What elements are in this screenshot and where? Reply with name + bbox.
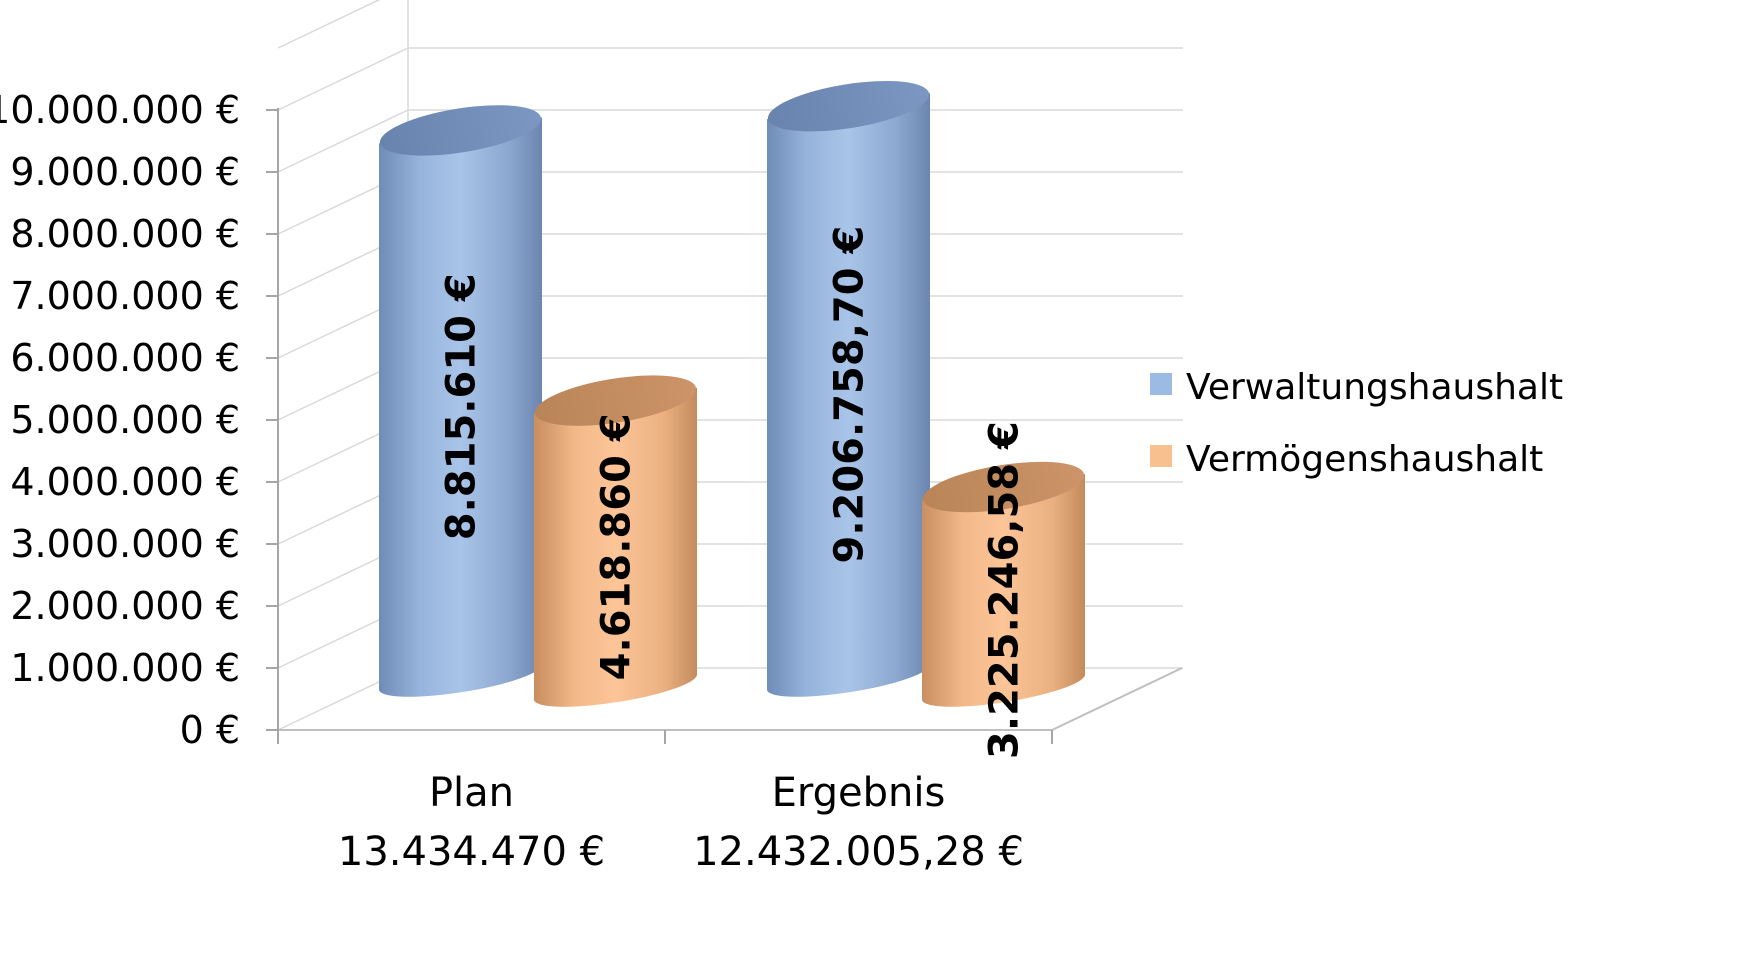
x-axis-labels: Plan 13.434.470 € Ergebnis 12.432.005,28 € [338, 770, 1024, 875]
y-tick-label: 3.000.000 € [10, 522, 240, 566]
bar-0-0: 8.815.610 € [379, 105, 543, 697]
x-category-label: Ergebnis [772, 770, 946, 816]
y-axis-ticks: 0 € 1.000.000 € 2.000.000 € 3.000.000 € 4.00… [0, 88, 278, 752]
legend: Verwaltungshaushalt Vermögenshaushalt [1150, 367, 1563, 480]
bar-cylinder-body [767, 93, 931, 697]
legend-label: Verwaltungshaushalt [1186, 367, 1563, 408]
y-tick-label: 8.000.000 € [10, 212, 240, 256]
bar-cylinder-top [922, 461, 1085, 513]
y-tick-label: 5.000.000 € [10, 398, 240, 442]
legend-swatch [1150, 373, 1172, 395]
y-tick-label: 2.000.000 € [10, 584, 240, 628]
x-category-total: 12.432.005,28 € [693, 829, 1024, 875]
y-tick-label: 9.000.000 € [10, 150, 240, 194]
bar-cylinder-top [379, 105, 542, 156]
x-category-label: Plan [429, 770, 514, 816]
bar-cylinder-body [379, 117, 543, 697]
bar-cylinder-top [767, 80, 930, 132]
bars: 8.815.610 € 9.206.758,70 € 4.618.860 € 3.22… [379, 80, 1086, 759]
bar-value-label: 4.618.860 € [594, 413, 640, 680]
bar-cylinder-body [922, 474, 1086, 707]
legend-swatch [1150, 445, 1172, 467]
bar-value-label: 8.815.610 € [439, 273, 485, 540]
y-tick-label: 10.000.000 € [0, 88, 240, 132]
bar-value-label: 3.225.246,58 € [982, 421, 1028, 759]
bar-cylinder-top [534, 375, 697, 426]
side-wall-gridline [277, 47, 409, 111]
bar-cylinder-body [534, 387, 698, 707]
y-tick-label: 4.000.000 € [10, 460, 240, 504]
side-wall-gridline [277, 109, 409, 173]
legend-label: Vermögenshaushalt [1186, 439, 1543, 480]
x-category-total: 13.434.470 € [338, 829, 605, 875]
y-tick-label: 7.000.000 € [10, 274, 240, 318]
bar-0-1: 9.206.758,70 € [767, 80, 931, 697]
bar-1-0: 4.618.860 € [534, 375, 698, 707]
side-wall-gridline [277, 0, 381, 49]
bar-value-label: 9.206.758,70 € [827, 226, 873, 564]
y-tick-label: 0 € [180, 708, 240, 752]
bar-1-1: 3.225.246,58 € [922, 421, 1086, 759]
y-tick-label: 6.000.000 € [10, 336, 240, 380]
y-tick-label: 1.000.000 € [10, 646, 240, 690]
